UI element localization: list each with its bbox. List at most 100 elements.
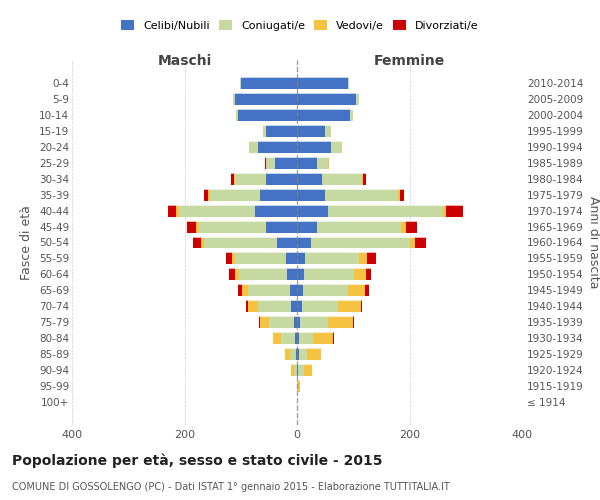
Bar: [263, 124, 266, 136]
Bar: [239, 268, 287, 280]
Bar: [266, 156, 275, 168]
Bar: [304, 364, 312, 376]
Bar: [292, 300, 297, 312]
Bar: [290, 284, 297, 296]
Text: Femmine: Femmine: [374, 54, 445, 68]
Bar: [304, 268, 355, 280]
Bar: [248, 284, 290, 296]
Bar: [297, 188, 325, 200]
Bar: [292, 364, 294, 376]
Bar: [235, 268, 239, 280]
Bar: [176, 204, 179, 216]
Bar: [365, 268, 371, 280]
Bar: [284, 348, 290, 360]
Text: COMUNE DI GOSSOLENGO (PC) - Dati ISTAT 1° gennaio 2015 - Elaborazione TUTTITALIA: COMUNE DI GOSSOLENGO (PC) - Dati ISTAT 1…: [12, 482, 450, 492]
Bar: [297, 220, 317, 232]
Bar: [297, 108, 350, 120]
Bar: [363, 172, 365, 184]
Bar: [297, 380, 298, 392]
Bar: [297, 140, 331, 152]
Bar: [187, 220, 196, 232]
Bar: [365, 284, 369, 296]
Bar: [328, 204, 443, 216]
Bar: [443, 204, 446, 216]
Bar: [298, 364, 304, 376]
Bar: [294, 316, 297, 328]
Bar: [331, 140, 342, 152]
Bar: [297, 252, 305, 264]
Bar: [266, 124, 297, 136]
Bar: [400, 188, 404, 200]
Bar: [297, 124, 325, 136]
Bar: [248, 300, 257, 312]
Bar: [325, 124, 331, 136]
Bar: [362, 172, 363, 184]
Bar: [234, 172, 235, 184]
Bar: [231, 172, 234, 184]
Bar: [347, 76, 349, 88]
Bar: [236, 108, 238, 120]
Bar: [347, 284, 365, 296]
Bar: [249, 140, 257, 152]
Bar: [208, 188, 210, 200]
Y-axis label: Anni di nascita: Anni di nascita: [587, 196, 600, 289]
Bar: [297, 300, 302, 312]
Bar: [307, 348, 321, 360]
Bar: [298, 380, 300, 392]
Bar: [232, 252, 235, 264]
Bar: [233, 92, 235, 104]
Bar: [300, 316, 328, 328]
Bar: [235, 252, 286, 264]
Bar: [409, 236, 415, 248]
Bar: [328, 316, 353, 328]
Bar: [239, 76, 241, 88]
Bar: [204, 236, 277, 248]
Bar: [299, 332, 313, 344]
Bar: [361, 300, 362, 312]
Bar: [297, 92, 356, 104]
Bar: [260, 188, 297, 200]
Bar: [210, 188, 260, 200]
Bar: [356, 92, 359, 104]
Bar: [259, 316, 260, 328]
Bar: [199, 220, 266, 232]
Bar: [313, 332, 333, 344]
Bar: [317, 156, 328, 168]
Bar: [367, 252, 376, 264]
Bar: [406, 220, 417, 232]
Bar: [290, 348, 296, 360]
Bar: [260, 316, 269, 328]
Bar: [246, 300, 248, 312]
Bar: [281, 332, 295, 344]
Bar: [257, 300, 292, 312]
Bar: [297, 364, 298, 376]
Legend: Celibi/Nubili, Coniugati/e, Vedovi/e, Divorziati/e: Celibi/Nubili, Coniugati/e, Vedovi/e, Di…: [117, 16, 483, 35]
Bar: [296, 348, 297, 360]
Bar: [167, 204, 176, 216]
Bar: [299, 348, 307, 360]
Bar: [302, 300, 338, 312]
Bar: [297, 268, 304, 280]
Bar: [297, 156, 317, 168]
Bar: [297, 204, 328, 216]
Bar: [286, 252, 297, 264]
Bar: [297, 332, 299, 344]
Bar: [353, 316, 355, 328]
Bar: [241, 76, 297, 88]
Bar: [229, 268, 235, 280]
Bar: [415, 236, 427, 248]
Bar: [266, 220, 297, 232]
Bar: [238, 108, 297, 120]
Bar: [297, 76, 347, 88]
Bar: [266, 172, 297, 184]
Bar: [203, 188, 208, 200]
Bar: [302, 284, 347, 296]
Bar: [235, 172, 266, 184]
Bar: [238, 284, 242, 296]
Bar: [287, 268, 297, 280]
Bar: [297, 284, 302, 296]
Bar: [295, 332, 297, 344]
Bar: [297, 172, 322, 184]
Bar: [355, 268, 365, 280]
Bar: [446, 204, 463, 216]
